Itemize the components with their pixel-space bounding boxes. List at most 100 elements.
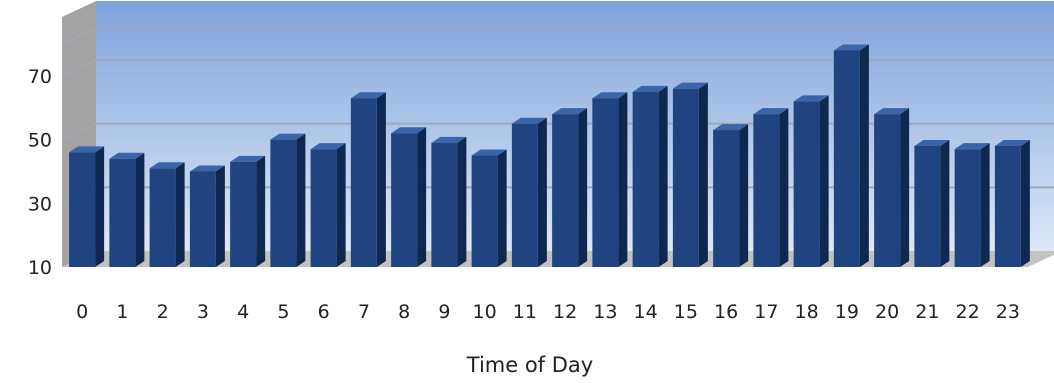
bar-side (417, 127, 427, 268)
bar-14 (632, 85, 668, 267)
bar-side (215, 165, 225, 267)
x-tick-label: 4 (237, 301, 249, 323)
bar-3 (189, 165, 225, 267)
bar-front (189, 171, 216, 267)
bar-front (914, 146, 941, 267)
x-tick-label: 14 (634, 301, 658, 323)
bar-top (189, 165, 225, 172)
bar-front (552, 114, 579, 267)
bar-side (859, 44, 869, 268)
x-tick-label: 6 (318, 301, 330, 323)
bar-front (592, 98, 619, 267)
bar-10 (471, 149, 507, 267)
bar-top (753, 108, 789, 115)
gridline-side (61, 59, 97, 77)
bar-0 (69, 146, 105, 267)
bar-top (471, 149, 507, 156)
y-tick-label: 50 (28, 130, 52, 152)
y-tick-label: 30 (28, 193, 52, 215)
bar-top (833, 44, 869, 51)
bar-top (69, 146, 105, 153)
bar-front (391, 133, 418, 267)
bar-front (270, 139, 297, 267)
bar-top (350, 92, 386, 99)
bar-21 (914, 140, 950, 267)
bar-top (632, 85, 668, 92)
x-tick-label: 20 (875, 301, 899, 323)
bar-side (457, 136, 467, 267)
bar-top (713, 124, 749, 131)
bar-23 (994, 140, 1030, 267)
bar-side (1020, 140, 1030, 267)
bar-18 (793, 95, 829, 267)
bar-7 (350, 92, 386, 267)
bar-4 (230, 155, 266, 267)
bar-front (793, 101, 820, 267)
bar-front (753, 114, 780, 267)
bar-front (954, 149, 981, 267)
bar-top (994, 140, 1030, 146)
bar-front (632, 91, 659, 267)
bar-11 (511, 117, 547, 267)
bar-side (95, 146, 105, 267)
bar-front (109, 158, 136, 267)
bar-side (497, 149, 507, 267)
x-tick-label: 3 (197, 301, 209, 323)
x-tick-label: 16 (714, 301, 738, 323)
bar-top (511, 117, 547, 124)
bar-top (230, 155, 266, 162)
bar-5 (270, 133, 306, 267)
bar-19 (833, 44, 869, 268)
bar-side (819, 95, 829, 267)
bar-side (940, 140, 950, 267)
bar-front (149, 168, 176, 267)
bar-17 (753, 108, 789, 267)
bar-side (175, 162, 185, 267)
bar-8 (391, 127, 427, 268)
bar-top (793, 95, 829, 102)
x-tick-label: 11 (513, 301, 537, 323)
bar-side (658, 85, 668, 267)
bar-top (874, 108, 910, 115)
bar-top (672, 82, 708, 89)
x-tick-label: 23 (996, 301, 1020, 323)
bar-front (310, 149, 337, 267)
bar-20 (874, 108, 910, 267)
x-axis-title: Time of Day (466, 353, 593, 377)
bar-side (618, 92, 628, 267)
bar-12 (552, 108, 588, 267)
bar-side (256, 155, 266, 267)
bar-front (511, 123, 538, 267)
bar-top (914, 140, 950, 146)
bar-6 (310, 143, 346, 267)
y-tick-label: 70 (28, 66, 52, 88)
gridline-side (61, 27, 97, 46)
bar-9 (431, 136, 467, 267)
x-tick-label: 12 (553, 301, 577, 323)
x-tick-label: 15 (674, 301, 698, 323)
x-tick-label: 5 (277, 301, 289, 323)
bar-front (230, 161, 257, 267)
x-tick-label: 18 (795, 301, 819, 323)
bar-15 (672, 82, 708, 268)
x-tick-label: 9 (438, 301, 450, 323)
x-tick-label: 17 (754, 301, 778, 323)
bar-front (874, 114, 901, 267)
bar-front (431, 142, 458, 267)
bar-side (336, 143, 346, 267)
x-tick-label: 8 (398, 301, 410, 323)
bar-top (954, 143, 990, 150)
x-tick-label: 2 (157, 301, 169, 323)
x-tick-label: 13 (593, 301, 617, 323)
bar-top (552, 108, 588, 115)
bar-side (537, 117, 547, 267)
y-tick-label: 10 (28, 257, 52, 279)
x-tick-label: 7 (358, 301, 370, 323)
bar-front (672, 88, 699, 268)
x-tick-label: 1 (116, 301, 128, 323)
bar-16 (713, 124, 749, 267)
bar-top (149, 162, 185, 169)
bar-front (69, 152, 96, 267)
bar-top (270, 133, 306, 140)
bar-front (350, 98, 377, 267)
